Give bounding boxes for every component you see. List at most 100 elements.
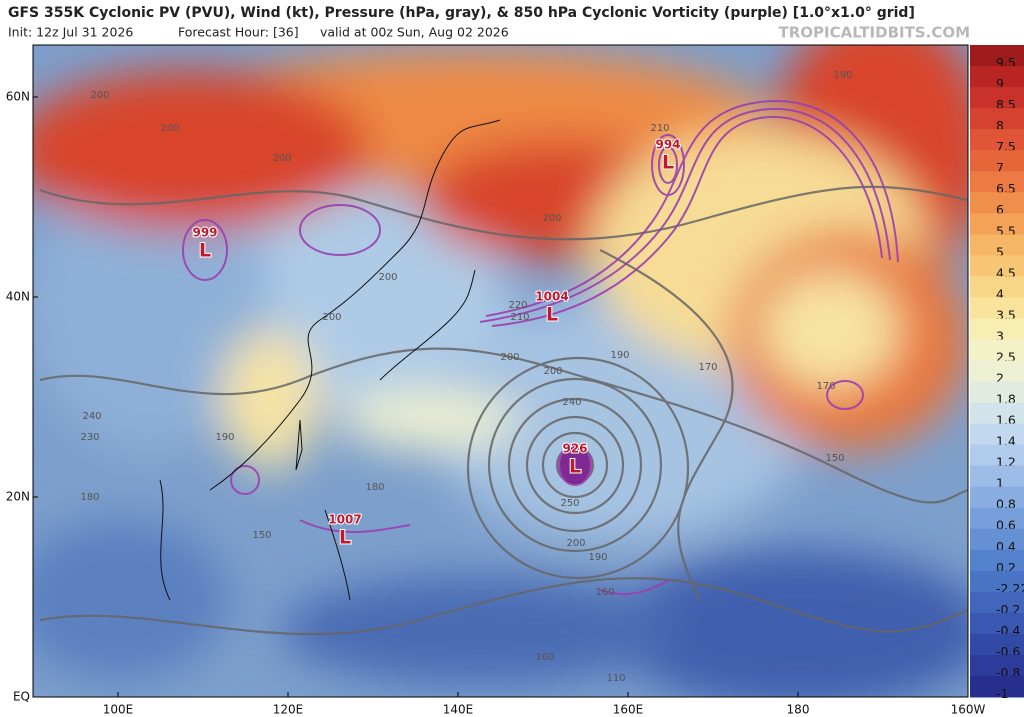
contour-label: 200 (500, 352, 519, 363)
colorbar-swatch (970, 486, 1024, 509)
colorbar-swatch (970, 591, 1024, 614)
colorbar-swatch (970, 507, 1024, 530)
contour-label: 150 (252, 530, 271, 541)
pressure-contours (39, 185, 968, 636)
colorbar-label: -1 (996, 686, 1008, 701)
contour-label: 170 (698, 362, 717, 373)
colorbar-swatch (970, 150, 1024, 172)
colorbar-swatch (970, 45, 1024, 67)
colorbar-swatch (970, 276, 1024, 298)
contour-label: 180 (365, 482, 384, 493)
low-pressure: 994 (655, 138, 680, 152)
low-symbol: L (662, 152, 674, 174)
colorbar-label: 5 (996, 244, 1004, 259)
lon-label: 160W (951, 703, 986, 717)
lat-label: EQ (13, 690, 30, 704)
low-pressure: 1004 (535, 290, 568, 304)
contour-label: 220 (508, 300, 527, 311)
lon-label: 100E (103, 703, 134, 717)
colorbar-swatch (970, 423, 1024, 446)
contour-label: 200 (272, 153, 291, 164)
lat-label: 20N (6, 490, 30, 504)
contour-label: 200 (543, 366, 562, 377)
colorbar-label: 4 (996, 286, 1004, 301)
init: Init: 12z Jul 31 2026 (8, 25, 133, 40)
contour-label: 160 (595, 587, 614, 598)
colorbar-swatch (970, 381, 1024, 404)
contour-label: 110 (606, 673, 625, 684)
lon-label: 180 (787, 703, 810, 717)
colorbar-label: 1 (996, 476, 1004, 491)
colorbar-swatch (970, 570, 1024, 593)
colorbar-label: 7 (996, 160, 1004, 175)
low-pressure: 926 (562, 442, 587, 456)
contour-label: 200 (566, 538, 585, 549)
contour-label: 200 (160, 123, 179, 134)
colorbar-swatch (970, 318, 1024, 340)
low-symbol: L (199, 240, 211, 262)
colorbar-swatch (970, 444, 1024, 467)
colorbar-label: 9 (996, 76, 1004, 91)
contour-label: 250 (560, 498, 579, 509)
colorbar-swatch (970, 633, 1024, 656)
contour-label: 190 (588, 552, 607, 563)
low-pressure: 1007 (328, 513, 361, 527)
contour-label: 240 (562, 397, 581, 408)
colorbar-swatch (970, 213, 1024, 235)
low-symbol: L (546, 304, 558, 326)
low-pressure: 999 (192, 226, 217, 240)
vorticity-contours (182, 99, 899, 596)
watermark: TROPICALTIDBITS.COM (779, 24, 971, 42)
title: GFS 355K Cyclonic PV (PVU), Wind (kt), P… (8, 5, 915, 21)
colorbar-swatch (970, 192, 1024, 214)
colorbar-swatch (970, 234, 1024, 256)
colorbar-swatch (970, 402, 1024, 425)
colorbar-swatch (970, 465, 1024, 488)
contour-label: 210 (510, 312, 529, 323)
contour-label: 190 (215, 432, 234, 443)
lon-label: 140E (443, 703, 474, 717)
contour-label: 200 (322, 312, 341, 323)
contour-label: 150 (825, 453, 844, 464)
lat-label: 60N (6, 90, 30, 104)
contour-label: 200 (378, 272, 397, 283)
contour-label: 190 (610, 350, 629, 361)
contour-label: 200 (90, 90, 109, 101)
forecast-hour: Forecast Hour: [36] (178, 25, 299, 40)
colorbar-swatch (970, 108, 1024, 130)
colorbar-swatch (970, 612, 1024, 635)
colorbar-swatch (970, 549, 1024, 572)
map-frame (32, 44, 969, 698)
valid-time: valid at 00z Sun, Aug 02 2026 (320, 25, 509, 40)
colorbar-swatch (970, 129, 1024, 151)
colorbar-swatch (970, 360, 1024, 383)
contour-label: 160 (535, 652, 554, 663)
contour-label: 190 (833, 70, 852, 81)
coastlines (159, 119, 501, 601)
contour-label: 230 (80, 432, 99, 443)
colorbar-swatch (970, 66, 1024, 88)
colorbar-label: 6 (996, 202, 1004, 217)
colorbar-swatch (970, 654, 1024, 677)
lat-label: 40N (6, 290, 30, 304)
contour-label: 170 (816, 381, 835, 392)
colorbar-label: 8 (996, 118, 1004, 133)
colorbar-swatch (970, 675, 1024, 698)
colorbar-label: 3 (996, 328, 1004, 343)
contour-label: 200 (542, 213, 561, 224)
colorbar-swatch (970, 528, 1024, 551)
low-symbol: L (569, 456, 581, 478)
lon-label: 160E (613, 703, 644, 717)
contour-label: 240 (82, 411, 101, 422)
colorbar-swatch (970, 339, 1024, 361)
colorbar-swatch (970, 171, 1024, 193)
low-symbol: L (339, 527, 351, 549)
lon-label: 120E (273, 703, 304, 717)
colorbar-label: 2 (996, 371, 1004, 386)
colorbar-swatch (970, 297, 1024, 319)
colorbar-swatch (970, 87, 1024, 109)
contour-label: 210 (650, 123, 669, 134)
map-field (33, 45, 968, 697)
